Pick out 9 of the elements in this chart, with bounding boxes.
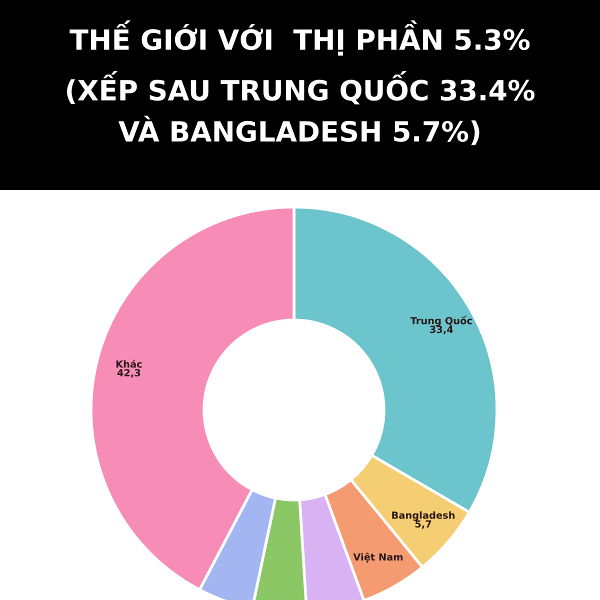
slice-label: Khác	[116, 360, 142, 368]
slice-label: Trung Quốc	[410, 316, 472, 326]
data-label: 33,4	[430, 326, 453, 334]
slice-label: Bangladesh	[392, 511, 455, 521]
chart-title: THẾ GIỚI VỚI THỊ PHẦN 5.3%	[70, 20, 530, 56]
chart-subtitle: (XẾP SAU TRUNG QUỐC 33.4% VÀ BANGLADESH 5.7%)	[66, 71, 535, 146]
data-label: 42,3	[117, 369, 140, 378]
slice-label: Việt Nam	[353, 552, 403, 563]
data-label: 5,7	[415, 520, 432, 529]
